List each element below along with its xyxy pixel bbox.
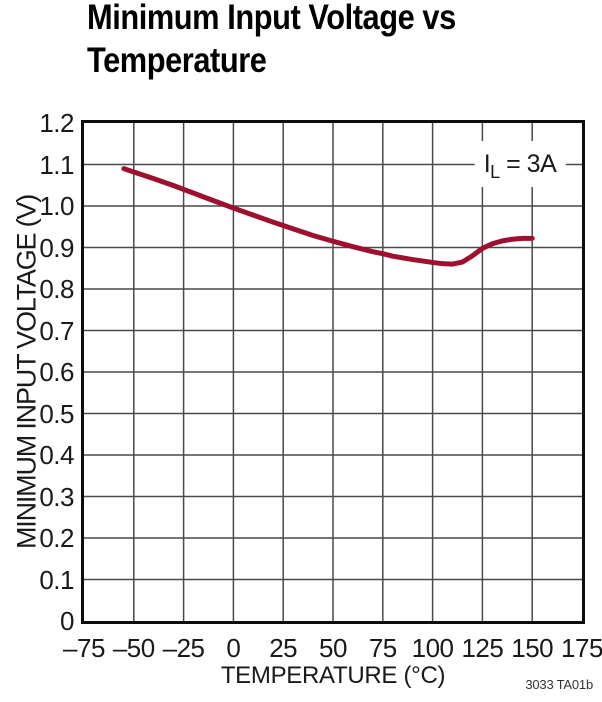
plot-area: IL = 3A — [81, 120, 585, 624]
data-curve — [121, 166, 535, 267]
annotation-symbol: I — [483, 150, 491, 178]
x-tick-label: –25 — [162, 633, 205, 663]
x-tick-label: 125 — [461, 633, 504, 663]
annotation-value: = 3A — [499, 150, 557, 178]
x-axis-label: TEMPERATURE (°C) — [220, 662, 446, 689]
x-tick-label: 150 — [511, 633, 554, 663]
annotation-subscript: L — [490, 162, 500, 182]
y-tick-label: 0 — [60, 606, 74, 636]
plot-svg — [84, 123, 582, 621]
x-tick-label: –50 — [112, 633, 155, 663]
y-tick-label: 1.1 — [39, 149, 74, 180]
x-tick-label: 25 — [269, 633, 298, 663]
x-tick-label: 0 — [226, 633, 241, 663]
chart-title: Minimum Input Voltage vs Temperature — [87, 0, 456, 82]
y-tick-label: 1.2 — [39, 108, 74, 138]
x-tick-label: 75 — [368, 633, 397, 663]
x-tick-label: –75 — [63, 633, 105, 663]
chart-title-line2: Temperature — [87, 41, 267, 80]
x-tick-label: 175 — [561, 633, 602, 663]
chart-title-line1: Minimum Input Voltage vs — [87, 0, 456, 37]
y-tick-label: 0.1 — [39, 564, 74, 595]
figure-code: 3033 TA01b — [525, 677, 593, 692]
x-tick-label: 50 — [319, 633, 347, 663]
y-axis-label: MINIMUM INPUT VOLTAGE (V) — [11, 194, 42, 550]
load-current-annotation: IL = 3A — [474, 141, 566, 187]
x-tick-label: 100 — [411, 633, 454, 663]
